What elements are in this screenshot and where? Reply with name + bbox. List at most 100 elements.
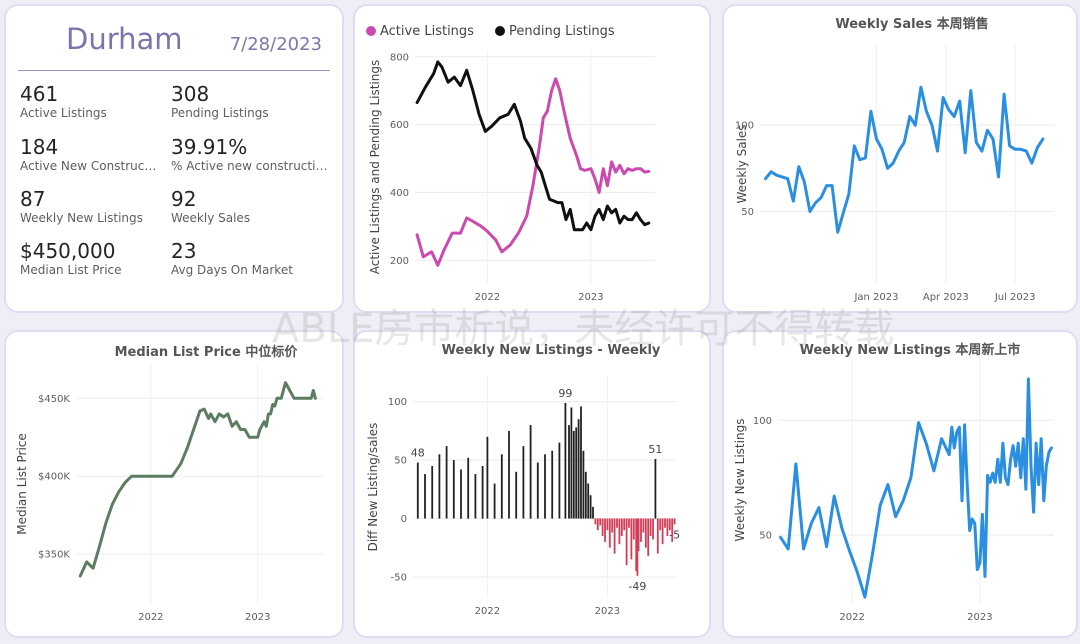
- bar: [649, 518, 652, 536]
- kpi-value: 39.91%: [171, 135, 248, 159]
- bar: [666, 518, 669, 536]
- kpi-value: 308: [171, 82, 210, 106]
- x-tick-label: 2023: [245, 612, 270, 623]
- bar: [659, 518, 662, 531]
- kpi-label: Weekly Sales: [171, 211, 251, 225]
- series-line: [415, 77, 651, 267]
- y-tick-label: 600: [390, 120, 409, 131]
- bar: [616, 518, 618, 528]
- bar: [661, 518, 664, 545]
- y-tick-label: 50: [394, 456, 407, 467]
- bar: [668, 518, 671, 531]
- bar: [596, 518, 599, 531]
- y-tick-label: $350K: [38, 550, 70, 561]
- kpi-label: Active New Constructi...: [20, 159, 160, 173]
- data-label: 48: [411, 446, 425, 459]
- legend-marker: [495, 26, 505, 36]
- bar: [582, 450, 585, 519]
- bar: [601, 518, 604, 536]
- bar: [445, 446, 448, 519]
- bar: [618, 518, 621, 545]
- bar: [558, 442, 561, 519]
- data-label: -5: [669, 528, 680, 541]
- bar: [575, 427, 578, 519]
- bar: [636, 518, 639, 576]
- bar: [656, 518, 659, 554]
- median-price-chart: $350K $400K $450K 2022 2023 Median List Price…: [15, 344, 324, 623]
- y-tick-label: $450K: [38, 394, 70, 405]
- bar: [632, 518, 635, 540]
- bar: [611, 518, 614, 533]
- legend-label: Active Listings: [380, 24, 474, 39]
- x-tick-label: 2022: [839, 612, 864, 623]
- bar: [460, 469, 462, 519]
- kpi-weekly-sales: 92 Weekly Sales: [171, 187, 250, 226]
- series-line: [779, 377, 1053, 599]
- bar: [474, 474, 477, 519]
- y-tick-label: -50: [391, 572, 407, 583]
- median-price-card: $350K $400K $450K 2022 2023 Median List Price…: [4, 330, 344, 638]
- kpi-label: % Active new constructions: [171, 159, 331, 173]
- bar: [570, 407, 573, 519]
- y-tick-label: 100: [388, 397, 407, 408]
- bar: [508, 430, 510, 519]
- kpi-label: Avg Days On Market: [171, 263, 293, 277]
- chart-title: Median List Price 中位标价: [115, 344, 299, 360]
- bar: [673, 518, 676, 525]
- kpi-value: 184: [20, 135, 59, 159]
- bar: [613, 518, 616, 554]
- legend-label: Pending Listings: [509, 24, 615, 39]
- diff-bar-chart: -50 0 50 100 2022 2023 Weekly New Listings - W…: [366, 343, 680, 617]
- kpi-label: Weekly New Listings: [20, 211, 143, 225]
- chart-title: Weekly New Listings - Weekly: [442, 343, 661, 358]
- x-tick-label: Jul 2023: [994, 292, 1036, 303]
- bar: [486, 436, 489, 519]
- active-pending-card: 200 400 600 800 2022 2023 Active Listings and …: [353, 4, 711, 313]
- x-tick-label: Apr 2023: [923, 292, 969, 303]
- bar: [416, 462, 419, 519]
- city-title: Durham: [66, 22, 183, 56]
- kpi-value: 87: [20, 187, 46, 211]
- bar: [652, 518, 654, 540]
- series-line: [764, 85, 1045, 234]
- bar: [623, 518, 626, 531]
- kpi-median-list-price: $450,000 Median List Price: [20, 239, 122, 278]
- weekly-sales-card: 50 100 Jan 2023 Apr 2023 Jul 2023 Weekly Sale…: [722, 4, 1078, 313]
- bar: [604, 518, 606, 542]
- x-tick-label: 2022: [138, 612, 163, 623]
- data-label: 51: [648, 443, 662, 456]
- y-axis-label: Active Listings and Pending Listings: [368, 60, 382, 275]
- bar: [640, 518, 642, 542]
- chart-title: Weekly New Listings 本周新上市: [800, 342, 1021, 358]
- kpi-card: Durham 7/28/2023 461 Active Listings 308…: [4, 4, 344, 313]
- bar: [564, 402, 567, 519]
- kpi-label: Median List Price: [20, 263, 122, 277]
- legend-marker: [366, 26, 376, 36]
- bar: [431, 466, 434, 519]
- y-tick-label: 0: [401, 514, 407, 525]
- bar: [608, 518, 611, 548]
- kpi-pending-listings: 308 Pending Listings: [171, 82, 269, 121]
- bar: [452, 460, 455, 519]
- bar: [642, 518, 645, 533]
- weekly-sales-chart: 50 100 Jan 2023 Apr 2023 Jul 2023 Weekly Sale…: [735, 16, 1054, 303]
- bar: [647, 518, 650, 556]
- kpi-weekly-new-listings: 87 Weekly New Listings: [20, 187, 143, 226]
- diff-bar-card: -50 0 50 100 2022 2023 Weekly New Listings - W…: [353, 330, 711, 638]
- y-tick-label: 400: [390, 188, 409, 199]
- kpi-value: 92: [171, 187, 197, 211]
- bar: [594, 518, 597, 525]
- bar: [467, 457, 470, 519]
- bar: [551, 450, 554, 519]
- active-pending-chart: 200 400 600 800 2022 2023 Active Listings and …: [366, 24, 655, 303]
- bar: [644, 518, 647, 548]
- bar: [500, 454, 503, 519]
- y-tick-label: 800: [390, 52, 409, 63]
- bar: [664, 518, 666, 528]
- x-tick-label: 2022: [475, 606, 500, 617]
- bar: [438, 454, 441, 519]
- x-tick-label: 2023: [595, 606, 620, 617]
- bar: [630, 518, 633, 560]
- x-tick-label: 2023: [578, 292, 603, 303]
- y-axis-label: Median List Price: [15, 433, 29, 535]
